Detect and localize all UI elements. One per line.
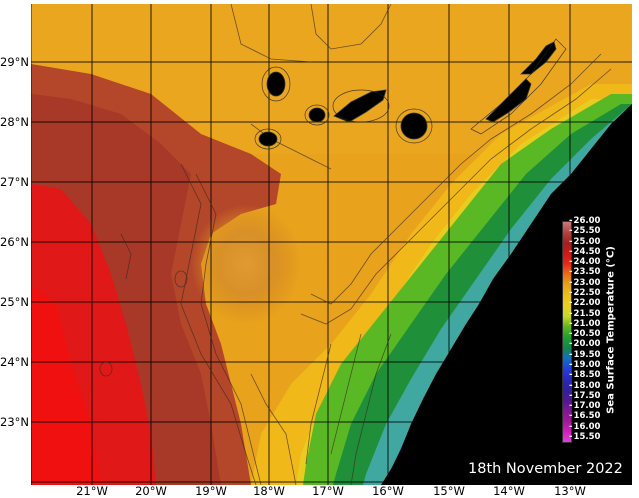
colorbar-tick-label: 26.00: [569, 217, 601, 226]
colorbar-tick-label: 21.50: [569, 309, 601, 319]
eddy-feature: [191, 204, 301, 324]
lon-label: 17°W: [312, 484, 344, 498]
hot-water-patch: [31, 284, 101, 485]
colorbar-tick-label: 17.50: [569, 391, 601, 401]
island-contours: [254, 38, 567, 150]
colorbar-tick-label: 18.50: [569, 371, 601, 380]
colorbar-tick-label: 25.50: [569, 227, 601, 236]
colorbar-tick-label: 17.00: [569, 402, 601, 411]
colorbar-label: Sea Surface Temperature (°C): [605, 246, 617, 414]
lat-label: 27°N: [0, 175, 29, 189]
lat-label: 25°N: [0, 295, 29, 309]
colorbar-tick-label: 19.50: [569, 350, 601, 360]
colorbar-tick-label: 16.00: [569, 422, 601, 432]
colorbar-tick-label: 22.50: [569, 289, 601, 298]
sst-map: [31, 4, 632, 485]
island-el-hierro: [258, 131, 278, 147]
colorbar-tick-label: 25.00: [569, 237, 601, 247]
island-la-gomera: [308, 107, 326, 123]
colorbar-tick-label: 22.00: [569, 299, 601, 308]
colorbar-tick-label: 18.00: [569, 381, 601, 391]
colorbar-tick-label: 24.00: [569, 258, 601, 267]
lon-label: 20°W: [135, 484, 167, 498]
island-la-palma: [266, 71, 286, 97]
colorbar-tick-label: 20.00: [569, 340, 601, 349]
lat-label: 24°N: [0, 355, 29, 369]
sst-map-graphic: [31, 4, 632, 485]
colorbar-tick-label: 15.50: [569, 433, 601, 442]
lon-label: 16°W: [372, 484, 404, 498]
island-tenerife: [333, 89, 387, 123]
lat-label: 26°N: [0, 235, 29, 249]
lat-label: 28°N: [0, 115, 29, 129]
colorbar-tick-label: 23.50: [569, 268, 601, 277]
island-lanzarote: [520, 41, 557, 75]
canary-islands: [258, 41, 557, 147]
lat-label: 23°N: [0, 415, 29, 429]
island-gran-canaria: [400, 112, 428, 140]
bathymetry-contours: [99, 4, 612, 485]
lon-label: 14°W: [493, 484, 525, 498]
lon-label: 21°W: [76, 484, 108, 498]
graticule: [31, 4, 632, 485]
colorbar-tick-label: 24.50: [569, 247, 601, 257]
lon-label: 15°W: [433, 484, 465, 498]
colorbar-tick-label: 20.50: [569, 330, 601, 339]
lon-label: 13°W: [554, 484, 586, 498]
lon-label: 19°W: [195, 484, 227, 498]
lat-label: 29°N: [0, 55, 29, 69]
date-stamp: 18th November 2022: [468, 461, 623, 477]
colorbar-tick-label: 21.00: [569, 319, 601, 329]
colorbar-tick-label: 19.00: [569, 361, 601, 370]
lon-label: 18°W: [253, 484, 285, 498]
colorbar-tick-label: 16.50: [569, 412, 601, 421]
colorbar-tick-label: 23.00: [569, 278, 601, 288]
